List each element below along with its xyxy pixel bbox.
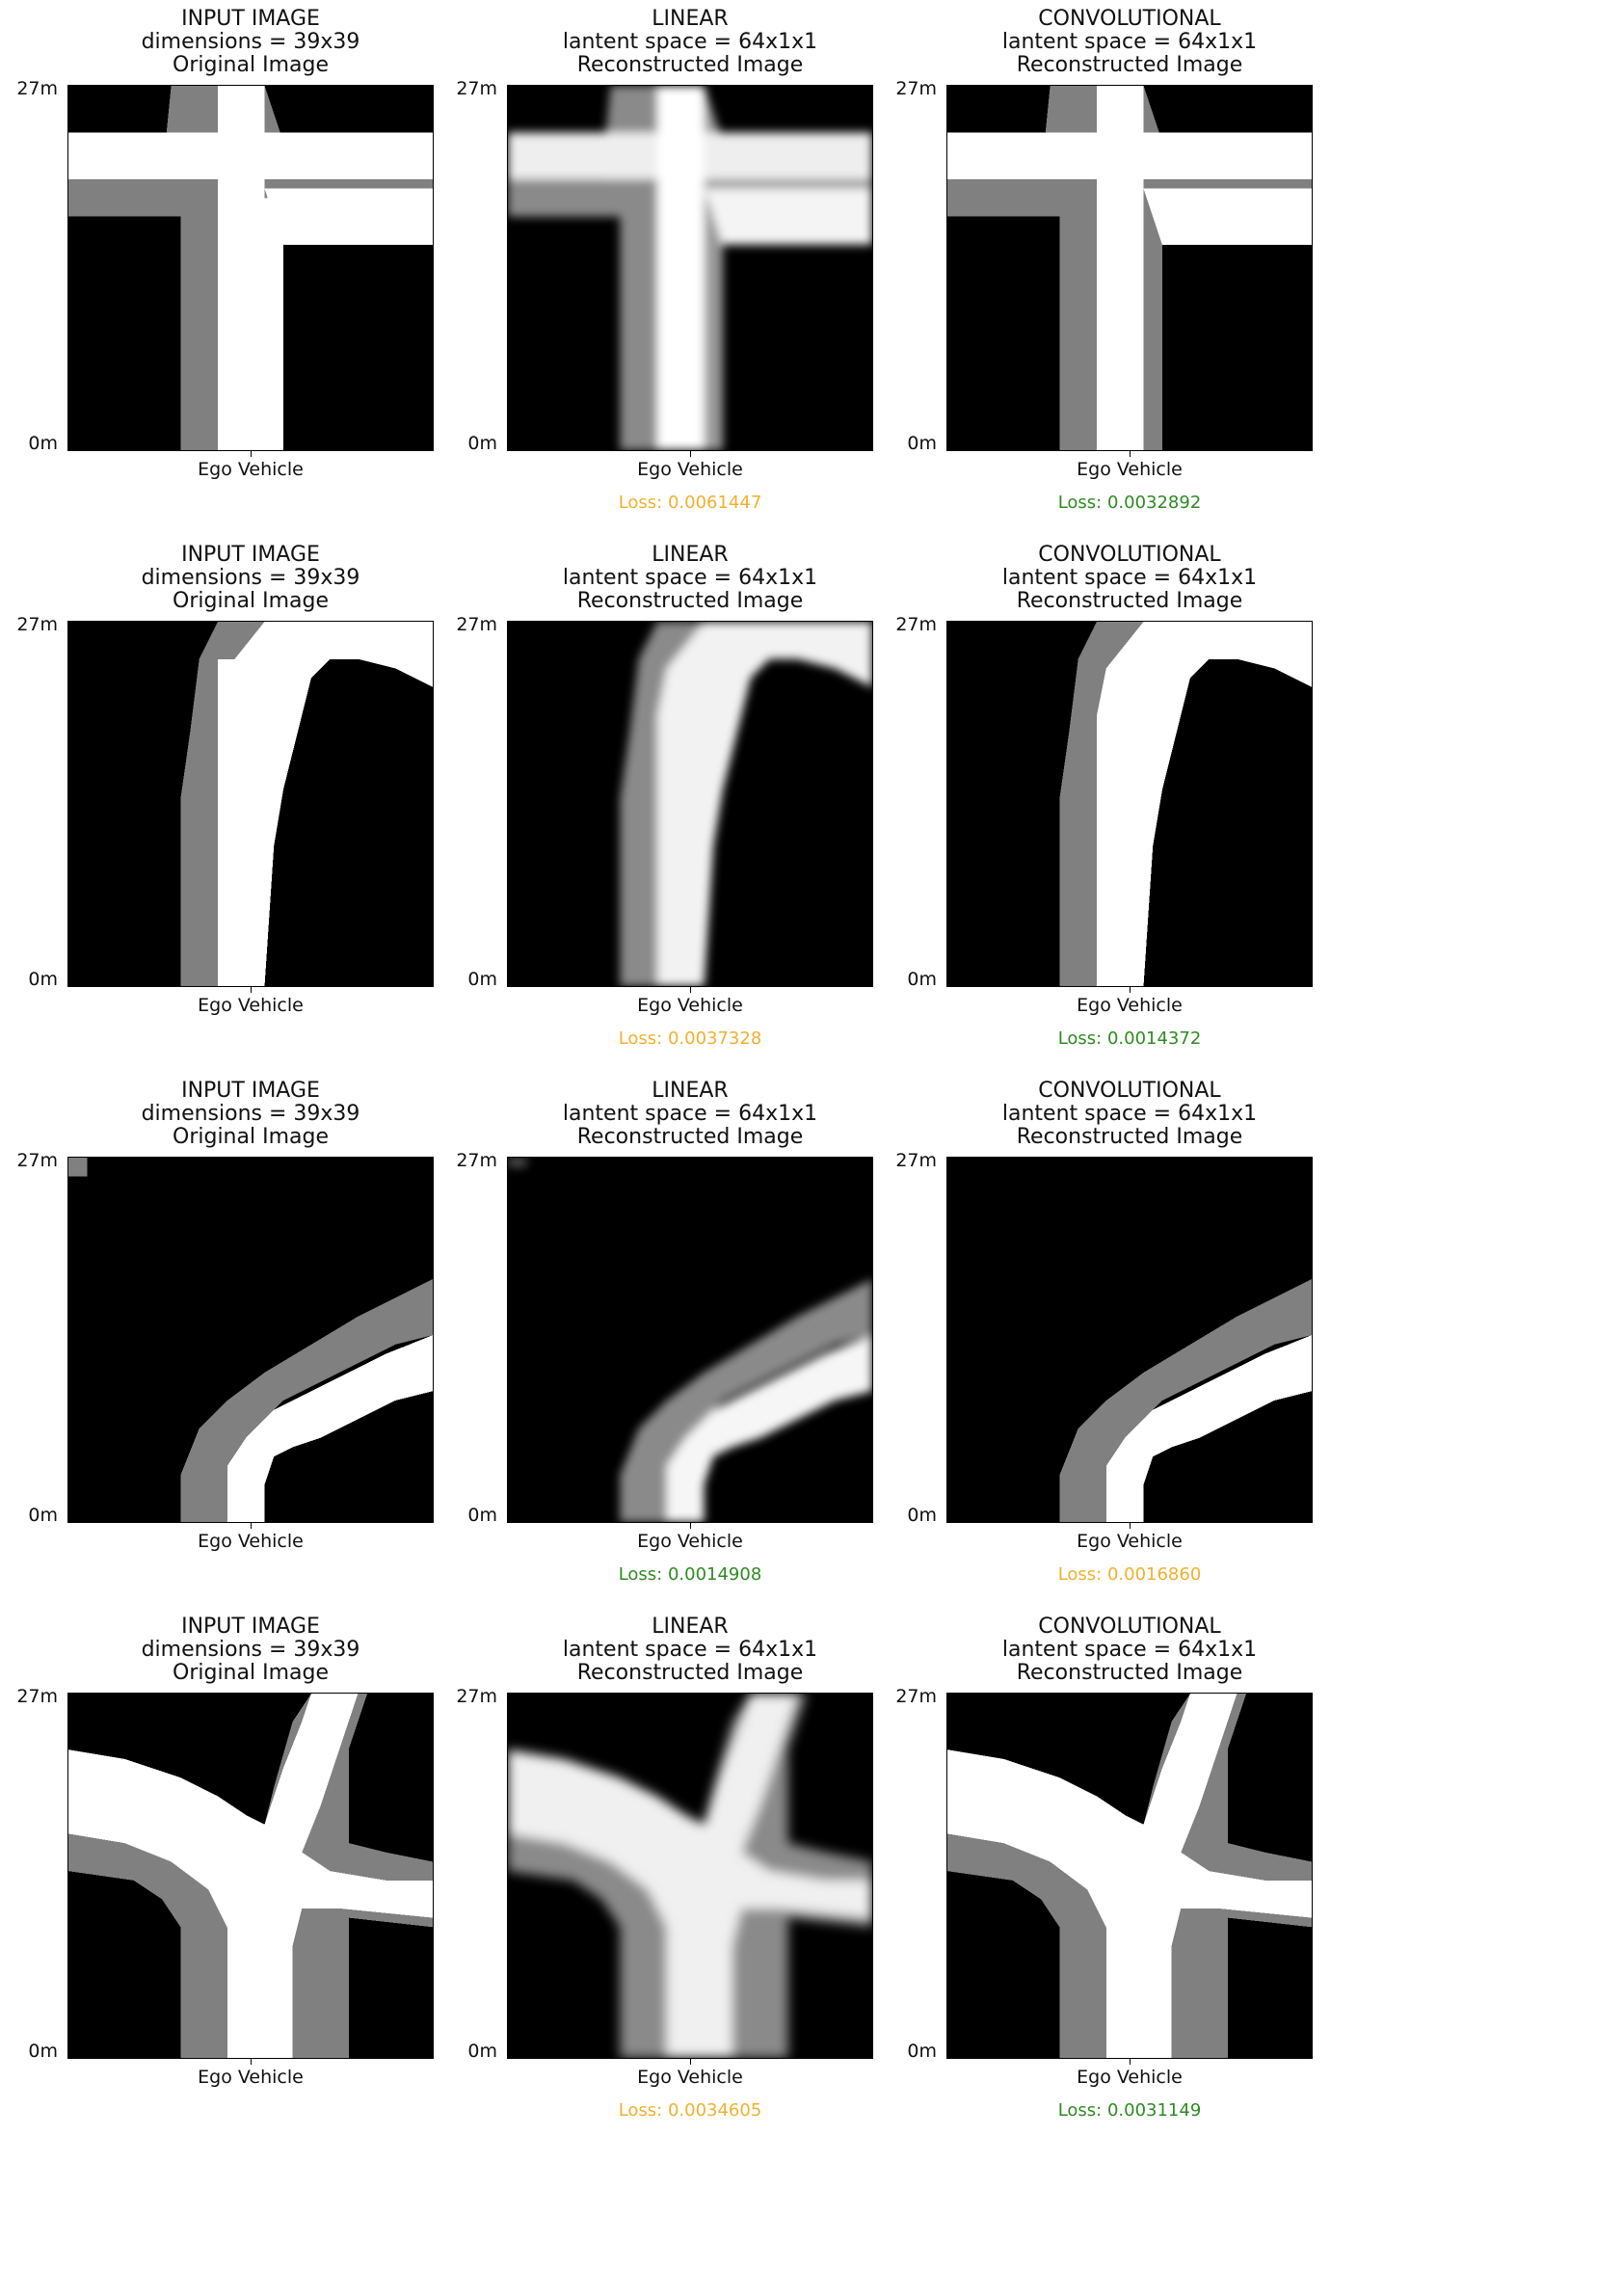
reconstruction-panel [507, 85, 873, 451]
panel-subtitle: dimensions = 39x39 [141, 566, 360, 590]
y-tick-top: 27m [16, 1686, 58, 1707]
panel-title: CONVOLUTIONAL [1038, 7, 1221, 31]
reconstruction-panel [946, 85, 1313, 451]
panel-subtitle: lantent space = 64x1x1 [1001, 1638, 1258, 1662]
loss-value: Loss: 0.0014908 [618, 1564, 762, 1585]
y-tick-top: 27m [456, 1150, 497, 1171]
map-panel [67, 1157, 434, 1523]
x-axis-label: Ego Vehicle [637, 995, 743, 1016]
panel-caption: Original Image [173, 53, 329, 77]
panel-caption: Reconstructed Image [1016, 589, 1243, 613]
panel-title: CONVOLUTIONAL [1038, 1615, 1221, 1639]
loss-value: Loss: 0.0061447 [618, 493, 762, 513]
loss-value: Loss: 0.0034605 [618, 2100, 762, 2121]
x-axis-label: Ego Vehicle [637, 459, 743, 480]
y-tick-bottom: 0m [28, 969, 58, 990]
panel-subtitle: dimensions = 39x39 [141, 30, 360, 54]
panel-caption: Reconstructed Image [1016, 1661, 1243, 1685]
reconstruction-panel [946, 621, 1313, 987]
loss-value: Loss: 0.0037328 [618, 1028, 762, 1049]
panel-subtitle: dimensions = 39x39 [141, 1638, 360, 1662]
map-panel [67, 1693, 434, 2059]
panel-subtitle: lantent space = 64x1x1 [1001, 30, 1258, 54]
y-tick-bottom: 0m [467, 1505, 497, 1526]
x-axis-label: Ego Vehicle [1077, 459, 1183, 480]
y-tick-bottom: 0m [907, 2041, 937, 2062]
panel-title: LINEAR [652, 1615, 729, 1639]
x-axis-label: Ego Vehicle [198, 995, 304, 1016]
loss-value: Loss: 0.0031149 [1057, 2100, 1202, 2121]
y-tick-bottom: 0m [28, 433, 58, 454]
panel-subtitle: lantent space = 64x1x1 [562, 30, 818, 54]
loss-value: Loss: 0.0014372 [1057, 1028, 1202, 1049]
panel-title: LINEAR [652, 1079, 729, 1103]
reconstruction-panel [507, 1693, 873, 2059]
y-tick-top: 27m [16, 78, 58, 99]
reconstruction-panel [507, 621, 873, 987]
panel-subtitle: lantent space = 64x1x1 [1001, 566, 1258, 590]
panel-subtitle: dimensions = 39x39 [141, 1102, 360, 1126]
x-axis-label: Ego Vehicle [637, 1531, 743, 1552]
x-axis-label: Ego Vehicle [198, 459, 304, 480]
y-tick-top: 27m [456, 78, 497, 99]
panel-title: INPUT IMAGE [181, 543, 320, 567]
panel-title: CONVOLUTIONAL [1038, 543, 1221, 567]
map-panel [67, 85, 434, 451]
reconstruction-panel [507, 1157, 873, 1523]
panel-caption: Reconstructed Image [576, 1661, 804, 1685]
y-tick-top: 27m [456, 614, 497, 635]
x-axis-label: Ego Vehicle [1077, 2067, 1183, 2088]
y-tick-top: 27m [895, 1150, 937, 1171]
y-tick-bottom: 0m [907, 969, 937, 990]
panel-title: CONVOLUTIONAL [1038, 1079, 1221, 1103]
panel-caption: Reconstructed Image [1016, 1125, 1243, 1149]
panel-title: LINEAR [652, 7, 729, 31]
x-axis-label: Ego Vehicle [198, 1531, 304, 1552]
panel-title: INPUT IMAGE [181, 1615, 320, 1639]
panel-subtitle: lantent space = 64x1x1 [562, 566, 818, 590]
y-tick-bottom: 0m [907, 433, 937, 454]
panel-caption: Reconstructed Image [576, 1125, 804, 1149]
reconstruction-panel [946, 1693, 1313, 2059]
panel-caption: Original Image [173, 589, 329, 613]
loss-value: Loss: 0.0016860 [1057, 1564, 1202, 1585]
panel-subtitle: lantent space = 64x1x1 [562, 1638, 818, 1662]
y-tick-bottom: 0m [907, 1505, 937, 1526]
panel-subtitle: lantent space = 64x1x1 [1001, 1102, 1258, 1126]
panel-title: INPUT IMAGE [181, 1079, 320, 1103]
y-tick-top: 27m [456, 1686, 497, 1707]
y-tick-top: 27m [895, 1686, 937, 1707]
panel-caption: Original Image [173, 1661, 329, 1685]
y-tick-top: 27m [895, 78, 937, 99]
y-tick-bottom: 0m [467, 969, 497, 990]
x-axis-label: Ego Vehicle [1077, 1531, 1183, 1552]
panel-caption: Reconstructed Image [576, 53, 804, 77]
panel-title: INPUT IMAGE [181, 7, 320, 31]
panel-caption: Reconstructed Image [576, 589, 804, 613]
y-tick-top: 27m [895, 614, 937, 635]
panel-subtitle: lantent space = 64x1x1 [562, 1102, 818, 1126]
y-tick-bottom: 0m [467, 2041, 497, 2062]
x-axis-label: Ego Vehicle [637, 2067, 743, 2088]
reconstruction-panel [946, 1157, 1313, 1523]
map-panel [67, 621, 434, 987]
y-tick-bottom: 0m [28, 2041, 58, 2062]
panel-caption: Reconstructed Image [1016, 53, 1243, 77]
y-tick-top: 27m [16, 1150, 58, 1171]
y-tick-top: 27m [16, 614, 58, 635]
y-tick-bottom: 0m [467, 433, 497, 454]
y-tick-bottom: 0m [28, 1505, 58, 1526]
panel-caption: Original Image [173, 1125, 329, 1149]
x-axis-label: Ego Vehicle [198, 2067, 304, 2088]
panel-title: LINEAR [652, 543, 729, 567]
x-axis-label: Ego Vehicle [1077, 995, 1183, 1016]
loss-value: Loss: 0.0032892 [1057, 493, 1202, 513]
